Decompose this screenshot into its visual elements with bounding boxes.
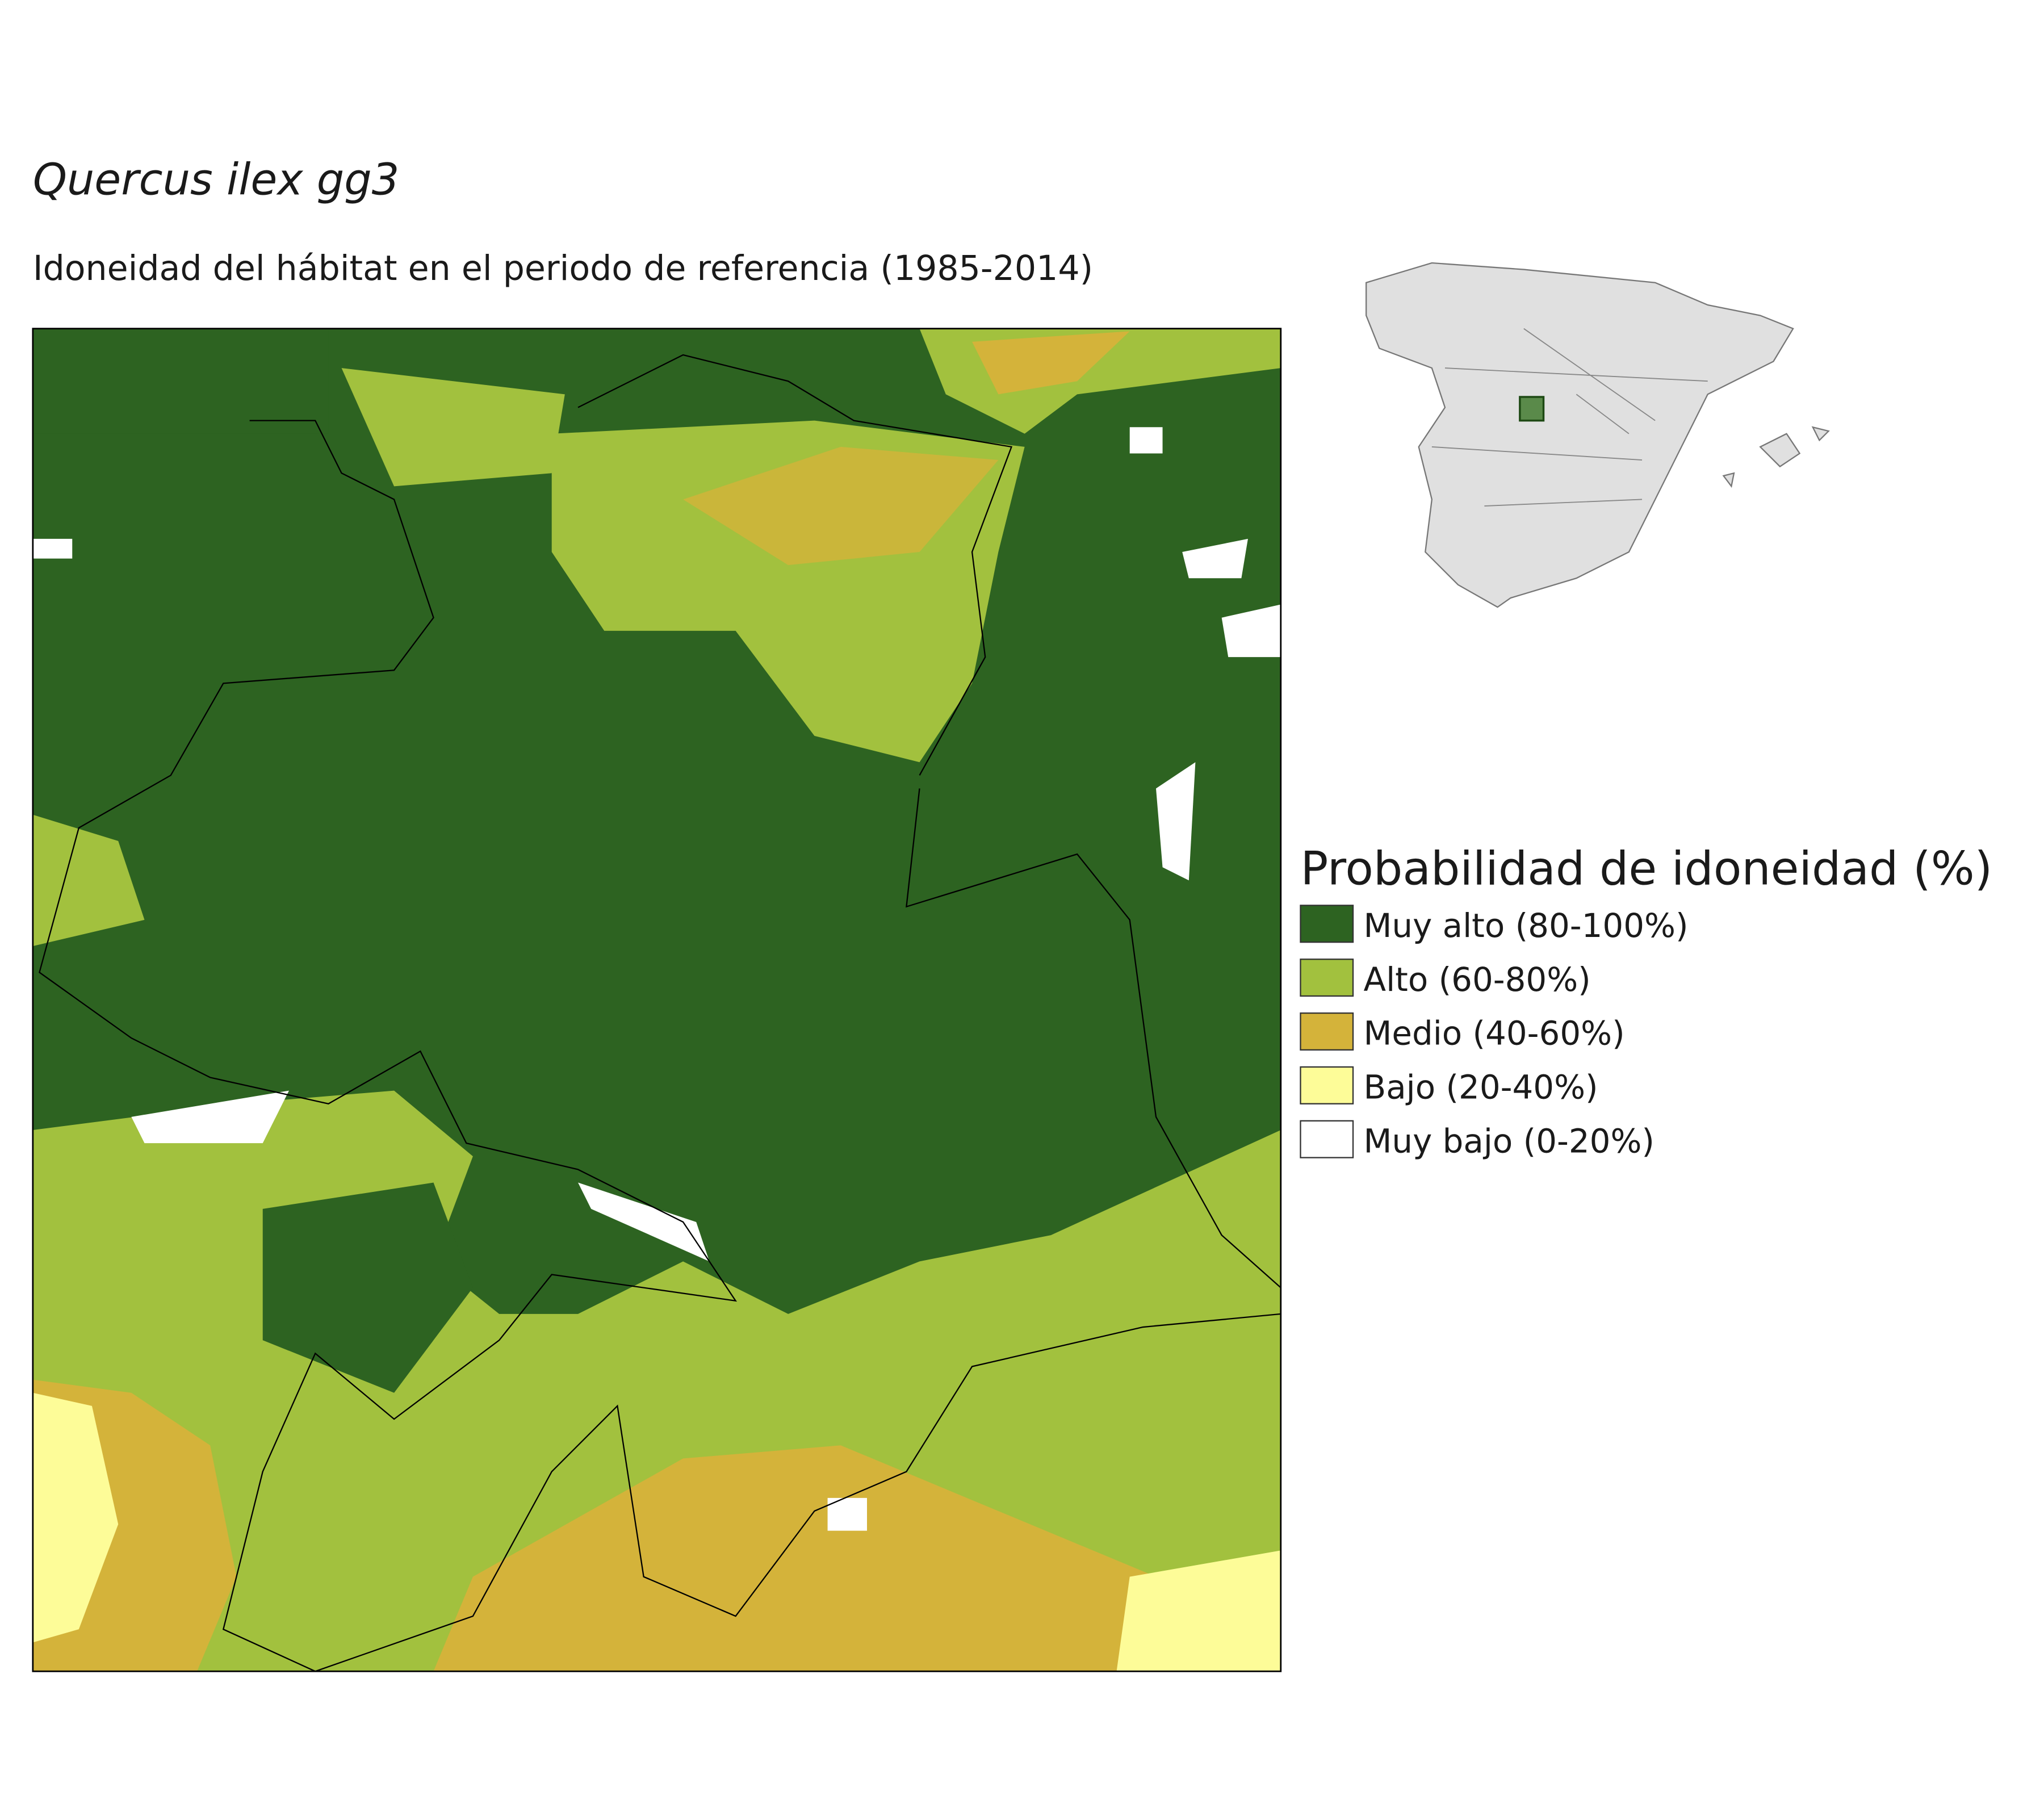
legend-label: Muy bajo (0-20%) [1364,1122,1655,1160]
title: Quercus ilex gg3 [33,155,399,206]
legend-label: Alto (60-80%) [1364,960,1591,999]
subtitle: Idoneidad del hábitat en el periodo de r… [33,249,1093,288]
legend-title: Probabilidad de idoneidad (%) [1300,842,1992,896]
inset-map [1366,262,1830,608]
legend: Muy alto (80-100%) Alto (60-80%) Medio (40… [1300,905,1689,1160]
legend-swatch [1300,1066,1354,1104]
legend-label: Muy alto (80-100%) [1364,906,1689,945]
legend-swatch [1300,1120,1354,1158]
legend-label: Bajo (20-40%) [1364,1068,1598,1106]
map-frame [32,328,1282,1672]
legend-label: Medio (40-60%) [1364,1014,1625,1053]
legend-swatch [1300,905,1354,943]
legend-swatch [1300,959,1354,997]
map [32,328,1281,1672]
legend-swatch [1300,1012,1354,1051]
